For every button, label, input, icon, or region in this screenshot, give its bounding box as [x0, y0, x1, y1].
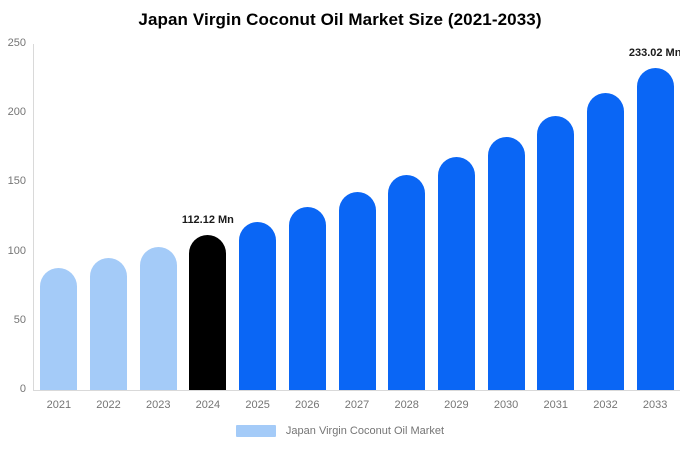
bar-2032[interactable]: [586, 92, 624, 390]
legend: Japan Virgin Coconut Oil Market: [0, 425, 680, 437]
bar-2026[interactable]: [288, 207, 326, 390]
y-tick-label-50: 50: [13, 313, 26, 326]
y-tick-label-100: 100: [7, 244, 26, 257]
x-tick-label-2025: 2025: [245, 399, 270, 411]
bar-value-label-2033: 233.02 Mn: [628, 46, 680, 59]
x-tick-label-2021: 2021: [46, 399, 72, 411]
x-tick-label-2032: 2032: [593, 399, 618, 411]
x-tick-label-2031: 2031: [543, 399, 569, 411]
bar-2022[interactable]: [90, 258, 128, 390]
bar-2029[interactable]: [437, 157, 475, 390]
x-tick-label-2022: 2022: [96, 399, 121, 411]
y-axis-line: [33, 44, 34, 391]
y-tick-label-150: 150: [7, 175, 26, 188]
y-tick-label-0: 0: [19, 383, 26, 395]
bar-2028[interactable]: [388, 175, 426, 390]
plot-area: 112.12 Mn 233.02 Mn: [34, 44, 680, 390]
bar-value-label-2024: 112.12 Mn: [181, 213, 234, 226]
chart-title: Japan Virgin Coconut Oil Market Size (20…: [138, 10, 542, 29]
x-tick-label-2026: 2026: [295, 399, 320, 411]
x-tick-label-2024: 2024: [195, 399, 221, 411]
x-tick-label-2028: 2028: [394, 399, 419, 411]
y-tick-label-200: 200: [7, 106, 26, 119]
y-axis-labels: 0 50 100 150 200 250: [0, 0, 26, 450]
bar-2021[interactable]: [40, 268, 78, 390]
bar-2033[interactable]: [636, 67, 674, 390]
x-tick-label-2033: 2033: [642, 399, 668, 411]
x-tick-label-2023: 2023: [145, 399, 171, 411]
bar-2031[interactable]: [537, 115, 575, 390]
x-axis-line: [33, 390, 680, 391]
legend-swatch: [235, 425, 276, 437]
x-tick-label-2027: 2027: [344, 399, 370, 411]
bar-2024[interactable]: [189, 234, 227, 390]
bar-2023[interactable]: [139, 246, 177, 390]
x-axis-labels: 2021 2022 2023 2024 2025 2026 2027 2028 2029 2030…: [34, 398, 680, 413]
bar-2030[interactable]: [487, 137, 525, 390]
x-tick-label-2029: 2029: [444, 399, 469, 411]
x-tick-label-2030: 2030: [493, 399, 519, 411]
bar-2027[interactable]: [338, 191, 376, 390]
legend-label: Japan Virgin Coconut Oil Market: [285, 425, 445, 437]
y-tick-label-250: 250: [7, 37, 26, 49]
legend-item[interactable]: Japan Virgin Coconut Oil Market: [235, 425, 445, 437]
bar-2025[interactable]: [239, 221, 277, 390]
